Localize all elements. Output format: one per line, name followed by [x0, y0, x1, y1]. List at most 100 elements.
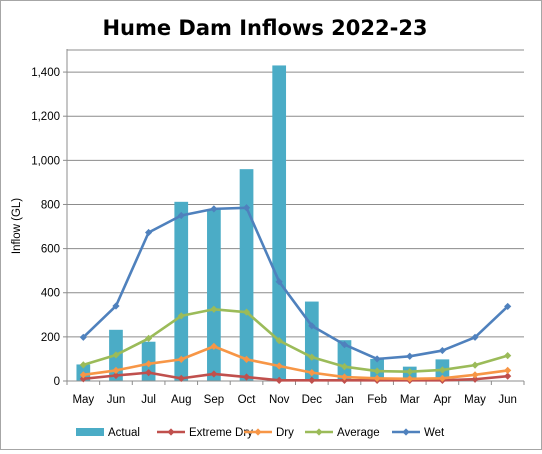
data-point: [275, 362, 283, 370]
data-point: [406, 375, 414, 383]
x-tick-label: Feb: [367, 394, 387, 406]
x-tick-label: Aug: [171, 394, 191, 406]
data-point: [145, 369, 153, 377]
legend-swatch: [76, 428, 104, 436]
data-point: [275, 376, 283, 384]
x-tick-label: Jun: [107, 394, 126, 406]
data-point: [340, 373, 349, 381]
data-point: [210, 205, 218, 213]
legend-marker: [402, 428, 410, 436]
x-tick-label: Sep: [204, 394, 224, 406]
data-point: [177, 374, 185, 382]
x-tick-label: Nov: [269, 394, 290, 406]
data-point: [242, 373, 251, 381]
data-point: [406, 352, 414, 360]
data-point: [242, 204, 251, 212]
legend-label: Extreme Dry: [189, 427, 253, 439]
data-point: [210, 342, 218, 350]
y-tick-label: 600: [41, 244, 60, 256]
data-point: [308, 322, 316, 330]
y-tick-label: 800: [41, 199, 60, 211]
data-point: [112, 366, 120, 375]
data-point: [504, 372, 512, 380]
y-axis-label: Inflow (GL): [11, 198, 23, 254]
data-point: [308, 353, 316, 361]
data-point: [242, 308, 251, 316]
data-point: [340, 363, 349, 371]
data-point: [438, 374, 446, 382]
data-point: [177, 312, 185, 320]
legend-marker: [167, 428, 175, 436]
axes: [66, 49, 525, 385]
data-point: [275, 278, 283, 286]
series-line: [83, 371, 508, 382]
data-point: [145, 360, 153, 368]
x-tick-label: May: [72, 394, 94, 406]
y-tick-label: 400: [41, 288, 60, 300]
x-tick-label: Mar: [400, 394, 420, 406]
data-point: [373, 355, 381, 363]
legend: Actual Extreme Dry Dry Average Wet: [76, 427, 445, 439]
data-point: [504, 302, 512, 311]
data-point: [79, 371, 87, 379]
legend-marker: [254, 428, 262, 436]
data-point: [177, 211, 185, 220]
data-point: [112, 371, 120, 380]
legend-marker: [315, 428, 323, 436]
chart-title: Hume Dam Inflows 2022-23: [102, 16, 427, 40]
x-tick-label: Jun: [498, 394, 517, 406]
data-point: [308, 376, 316, 384]
data-point: [406, 368, 414, 376]
data-point: [112, 302, 120, 310]
data-point: [471, 371, 479, 379]
bar: [239, 169, 254, 381]
data-point: [308, 369, 316, 377]
series-line: [83, 345, 508, 381]
data-point: [471, 375, 479, 383]
data-point: [340, 340, 349, 349]
legend-label: Dry: [276, 427, 294, 439]
bars: [76, 65, 450, 382]
data-point: [373, 367, 381, 375]
data-point: [504, 352, 512, 360]
legend-label: Average: [337, 427, 380, 439]
data-point: [79, 333, 87, 341]
bar: [174, 201, 189, 381]
legend-label: Wet: [424, 427, 445, 439]
data-point: [145, 334, 153, 343]
data-point: [210, 370, 218, 378]
legend-label: Actual: [108, 427, 140, 439]
x-tick-label: May: [464, 394, 486, 406]
data-point: [79, 375, 87, 383]
data-point: [79, 361, 87, 369]
series-line: [82, 206, 509, 361]
data-point: [177, 355, 185, 363]
y-tick-label: 0: [54, 376, 60, 388]
y-tick-label: 1,400: [31, 67, 60, 79]
bar: [272, 65, 287, 382]
data-point: [145, 228, 153, 237]
y-tick-labels: 0 200 400 600 800 1,000 1,200 1,400: [31, 67, 60, 388]
bar: [337, 340, 352, 381]
data-point: [471, 333, 479, 341]
y-tick-label: 1,000: [31, 155, 60, 167]
x-tick-label: Apr: [433, 394, 451, 406]
data-point: [438, 346, 446, 355]
data-point: [112, 351, 120, 359]
data-point: [242, 355, 251, 363]
y-tick-label: 1,200: [31, 111, 60, 123]
data-point: [504, 366, 512, 375]
data-point: [373, 374, 381, 382]
bar: [207, 209, 221, 381]
x-tick-label: Dec: [302, 394, 323, 406]
x-tick-label: Jul: [141, 394, 156, 406]
grid-lines: [63, 49, 524, 382]
series-lines: [79, 204, 512, 384]
x-tick-label: Jan: [335, 394, 354, 406]
data-point: [438, 366, 446, 374]
x-tick-labels: May Jun Jul Aug Sep Oct Nov Dec Jan Feb Mar Apr May J…: [72, 394, 516, 406]
series-line: [82, 307, 509, 374]
data-point: [275, 337, 283, 345]
